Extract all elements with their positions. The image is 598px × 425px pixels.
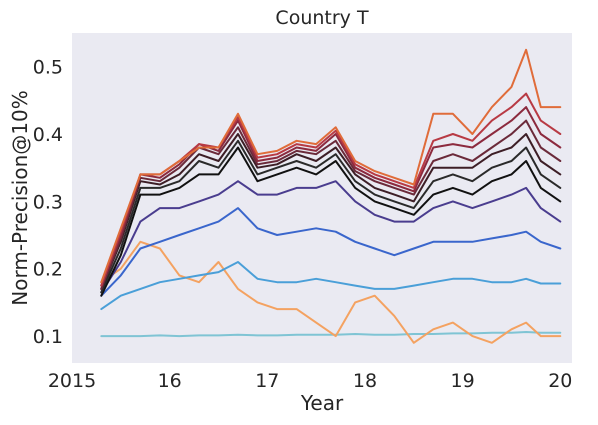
- series-layer: [100, 48, 562, 344]
- y-tick-label: 0.5: [33, 57, 63, 79]
- plot-background: [72, 33, 572, 363]
- series-line-7: [100, 139, 562, 294]
- x-tick-label: 19: [451, 370, 475, 392]
- x-tick-labels: 2015 16 17 18 19 20: [48, 370, 573, 392]
- x-tick-label: 17: [255, 370, 279, 392]
- series-line-5: [100, 180, 562, 294]
- series-line-9: [100, 119, 562, 290]
- x-axis-label: Year: [300, 391, 344, 415]
- chart-title: Country T: [275, 7, 369, 29]
- y-axis-label: Norm-Precision@10%: [8, 90, 32, 305]
- y-tick-label: 0.1: [33, 326, 63, 348]
- x-tick-label: 2015: [48, 370, 96, 392]
- series-line-12: [100, 48, 562, 284]
- y-tick-label: 0.2: [33, 259, 63, 281]
- y-tick-label: 0.4: [33, 124, 63, 146]
- y-tick-labels: 0.1 0.2 0.3 0.4 0.5: [33, 57, 63, 348]
- series-line-4: [100, 207, 562, 297]
- series-line-10: [100, 106, 562, 287]
- series-line-2: [100, 240, 562, 344]
- series-line-3: [100, 261, 562, 311]
- series-line-8: [100, 133, 562, 290]
- series-line-6: [100, 146, 562, 297]
- x-tick-label: 16: [158, 370, 182, 392]
- x-tick-label: 20: [548, 370, 572, 392]
- y-tick-label: 0.3: [33, 191, 63, 213]
- x-tick-label: 18: [353, 370, 377, 392]
